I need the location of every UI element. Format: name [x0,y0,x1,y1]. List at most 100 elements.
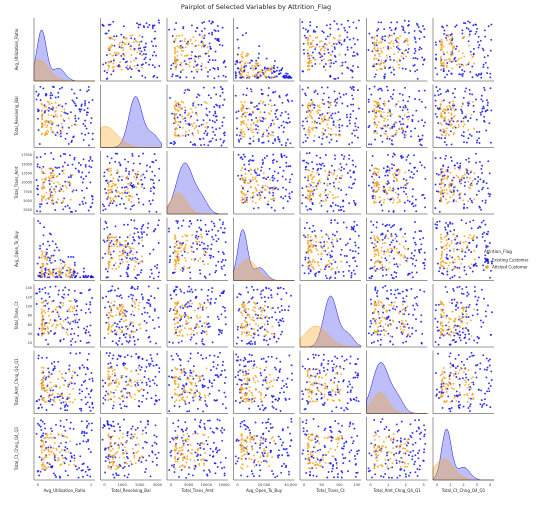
scatter-point [157,316,160,319]
scatter-point [140,260,143,262]
scatter-point [468,61,471,64]
scatter-point [472,47,475,50]
scatter-point [175,293,178,296]
scatter-point [89,303,92,306]
scatter-point [349,169,352,172]
scatter-point [367,49,370,51]
scatter-point [127,341,130,344]
scatter-point [184,260,187,262]
scatter-point [200,30,203,33]
scatter-point [412,257,415,260]
scatter-point [122,41,125,44]
scatter-point [40,122,43,125]
scatter-point [184,119,187,122]
scatter-point [463,123,466,126]
scatter-point [354,230,357,233]
scatter-point [126,236,129,239]
scatter-point [124,43,127,46]
scatter-point [337,271,340,273]
kde-existing [166,162,228,215]
scatter-point [339,238,342,240]
scatter-point [307,246,310,249]
scatter-point [246,87,249,90]
scatter-point [387,48,390,51]
scatter-point [109,191,112,194]
scatter-point [243,66,246,69]
scatter-point [350,274,353,277]
scatter-point [448,60,451,63]
scatter-point [153,308,156,311]
scatter-point [481,107,484,110]
scatter-point [372,224,375,226]
scatter-point [370,259,373,261]
scatter-point [475,265,478,267]
scatter-point [42,328,45,331]
scatter-point [121,312,124,315]
scatter-point [215,93,218,96]
scatter-point [423,264,426,267]
scatter-point [83,196,86,199]
scatter-point [265,75,268,78]
scatter-point [214,234,217,237]
scatter-point [403,19,406,22]
scatter-point [478,131,481,133]
scatter-point [240,68,243,71]
scatter-point [112,68,115,71]
scatter-point [73,307,76,310]
scatter-point [188,285,190,288]
scatter-point [354,122,357,125]
scatter-point [390,40,393,43]
scatter-point [461,112,464,115]
scatter-point [390,274,393,276]
scatter-point [368,32,371,35]
scatter-point [85,329,88,332]
scatter-point [393,223,396,226]
scatter-point [115,191,118,194]
scatter-point [243,69,245,72]
scatter-point [381,67,384,70]
scatter-point [445,221,447,224]
scatter-point [80,176,83,179]
scatter-point [313,229,316,232]
scatter-point [406,51,409,54]
scatter-point [356,38,359,41]
scatter-point [188,225,191,228]
scatter-point [109,189,112,192]
scatter-point [45,133,48,136]
scatter-point [383,119,385,122]
scatter-point [141,35,144,38]
scatter-point [451,276,454,279]
scatter-point [212,222,215,225]
scatter-point [373,265,376,268]
scatter-point [398,171,401,174]
scatter-point [452,193,455,196]
scatter-point [116,169,119,172]
scatter-point [72,100,75,103]
scatter-point [75,309,78,312]
scatter-point [129,336,132,339]
scatter-point [381,35,384,38]
scatter-point [123,333,125,336]
scatter-point [137,170,139,173]
scatter-point [397,100,400,103]
scatter-point [106,77,109,80]
scatter-point [304,196,307,199]
scatter-point [135,251,138,254]
scatter-point [483,107,485,110]
scatter-point [442,45,445,48]
scatter-point [469,234,472,237]
scatter-point [340,260,343,263]
scatter-point [484,261,486,264]
scatter-point [214,37,217,40]
scatter-point [65,273,67,276]
scatter-point [156,267,158,269]
scatter-point [240,128,243,131]
scatter-point [411,118,414,121]
scatter-point [378,55,381,58]
scatter-point [397,47,400,50]
scatter-point [380,87,382,90]
scatter-point [120,46,123,49]
scatter-point [309,131,311,133]
scatter-point [455,63,458,66]
scatter-point [109,257,112,260]
